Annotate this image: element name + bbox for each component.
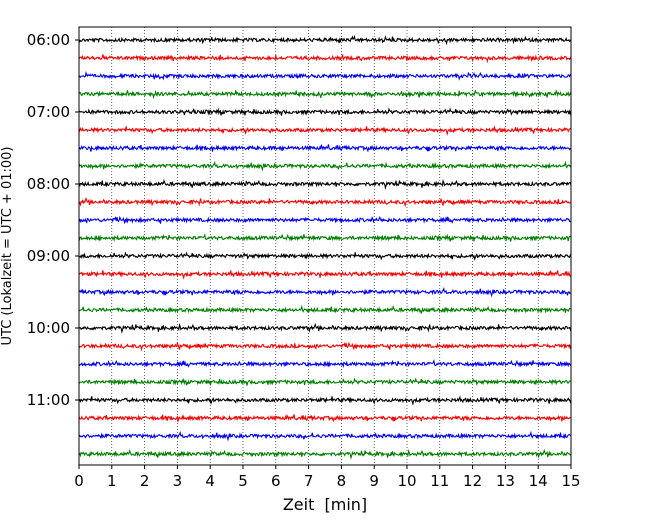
trace-line	[78, 70, 572, 81]
x-axis-ticks: 0 1 2 3 4 5 6 7 8 9 10 11 12 13 14 15	[74, 465, 581, 490]
y-axis-ticks: 06:00 07:00 08:00 09:00 10:00 11:00	[27, 31, 79, 409]
trace-line	[78, 413, 572, 423]
x-tick-label: 6	[271, 472, 281, 490]
x-tick-label: 4	[205, 472, 215, 490]
x-axis-label: Zeit [min]	[283, 495, 367, 514]
x-tick-label: 1	[107, 472, 117, 490]
x-tick-label: 14	[529, 472, 548, 490]
trace-line	[78, 143, 572, 153]
trace-line	[78, 269, 572, 280]
x-tick-label: 5	[238, 472, 248, 490]
x-tick-label: 11	[430, 472, 449, 490]
trace-line	[78, 448, 572, 460]
trace-line	[78, 89, 572, 100]
trace-line	[78, 178, 572, 190]
seismic-traces	[78, 34, 572, 460]
x-tick-label: 0	[74, 472, 84, 490]
trace-line	[78, 34, 572, 46]
trace-line	[78, 377, 572, 386]
trace-line	[78, 232, 572, 243]
trace-line	[78, 196, 572, 208]
x-tick-label: 2	[140, 472, 150, 490]
trace-line	[78, 160, 572, 172]
y-tick-label: 06:00	[27, 31, 70, 49]
y-tick-label: 11:00	[27, 391, 70, 409]
x-tick-label: 15	[561, 472, 580, 490]
trace-line	[78, 358, 572, 369]
trace-line	[78, 341, 572, 352]
trace-line	[78, 251, 572, 261]
y-tick-label: 07:00	[27, 103, 70, 121]
trace-line	[78, 286, 572, 298]
y-axis-label: UTC (Lokalzeit = UTC + 01:00)	[0, 147, 15, 346]
y-tick-label: 10:00	[27, 319, 70, 337]
x-tick-label: 9	[369, 472, 379, 490]
plot-frame	[78, 26, 572, 466]
x-tick-label: 12	[463, 472, 482, 490]
trace-line	[78, 107, 572, 116]
x-tick-label: 10	[397, 472, 416, 490]
x-tick-label: 3	[173, 472, 183, 490]
trace-line	[78, 54, 572, 64]
trace-line	[78, 430, 572, 442]
x-tick-label: 7	[304, 472, 314, 490]
trace-line	[78, 125, 572, 136]
trace-line	[78, 304, 572, 314]
trace-line	[78, 215, 572, 225]
trace-line	[78, 395, 572, 406]
y-tick-label: 09:00	[27, 247, 70, 265]
vertical-grid	[111, 27, 539, 465]
x-tick-label: 8	[337, 472, 347, 490]
trace-line	[78, 322, 572, 334]
x-tick-label: 13	[496, 472, 515, 490]
y-tick-label: 08:00	[27, 175, 70, 193]
